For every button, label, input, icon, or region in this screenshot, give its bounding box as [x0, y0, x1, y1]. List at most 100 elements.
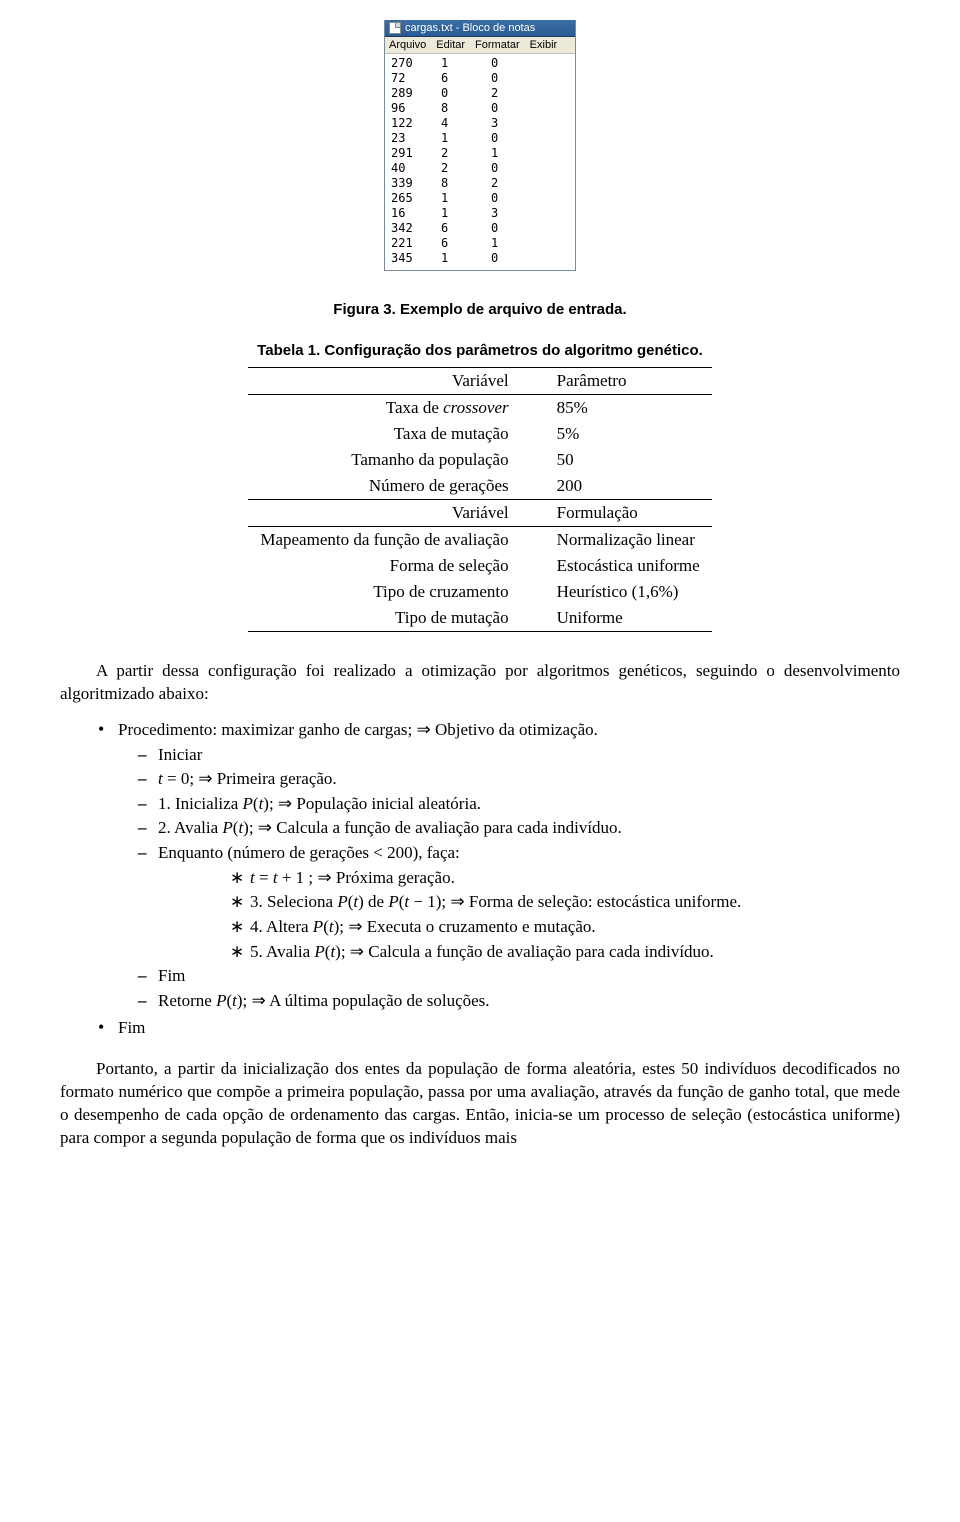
notepad-row: 28902: [391, 86, 569, 101]
notepad-cell: 0: [491, 191, 541, 206]
notepad-cell: 23: [391, 131, 441, 146]
notepad-row: 2310: [391, 131, 569, 146]
menu-item[interactable]: Exibir: [530, 39, 558, 51]
list-item: t = t + 1 ; ⇒ Próxima geração.: [250, 866, 900, 891]
notepad-cell: 221: [391, 236, 441, 251]
notepad-row: 7260: [391, 71, 569, 86]
notepad-row: 22161: [391, 236, 569, 251]
notepad-cell: 339: [391, 176, 441, 191]
notepad-cell: 6: [441, 236, 491, 251]
list-item: 1. Inicializa P(t); ⇒ População inicial …: [158, 792, 900, 817]
notepad-cell: 342: [391, 221, 441, 236]
notepad-title: cargas.txt - Bloco de notas: [405, 22, 535, 34]
table-row: Tamanho da população 50: [248, 447, 711, 473]
table-cell: Heurístico (1,6%): [533, 579, 712, 605]
table-cell: Número de gerações: [248, 473, 532, 500]
list-item: 2. Avalia P(t); ⇒ Calcula a função de av…: [158, 816, 900, 841]
notepad-cell: 265: [391, 191, 441, 206]
notepad-cell: 0: [441, 86, 491, 101]
notepad-cell: 16: [391, 206, 441, 221]
parameter-table: Variável Parâmetro Taxa de crossover 85%…: [248, 367, 711, 632]
notepad-cell: 2: [441, 161, 491, 176]
table-row: Taxa de crossover 85%: [248, 395, 711, 422]
table-cell: 85%: [533, 395, 712, 422]
notepad-cell: 1: [441, 56, 491, 71]
notepad-titlebar: cargas.txt - Bloco de notas: [385, 20, 575, 37]
notepad-cell: 96: [391, 101, 441, 116]
table-cell: Tipo de mutação: [248, 605, 532, 632]
menu-item[interactable]: Editar: [436, 39, 465, 51]
list-item: Iniciar: [158, 743, 900, 768]
notepad-cell: 1: [441, 131, 491, 146]
notepad-cell: 40: [391, 161, 441, 176]
notepad-row: 34260: [391, 221, 569, 236]
notepad-cell: 8: [441, 176, 491, 191]
figure-caption: Figura 3. Exemplo de arquivo de entrada.: [60, 301, 900, 318]
table-cell: 200: [533, 473, 712, 500]
notepad-cell: 270: [391, 56, 441, 71]
notepad-row: 29121: [391, 146, 569, 161]
table-header-row: Variável Parâmetro: [248, 368, 711, 395]
list-item: Enquanto (número de gerações < 200), faç…: [158, 841, 900, 866]
table-header-row: Variável Formulação: [248, 500, 711, 527]
menu-item[interactable]: Arquivo: [389, 39, 426, 51]
list-item: Fim: [118, 1014, 900, 1041]
notepad-cell: 1: [441, 191, 491, 206]
notepad-cell: 3: [491, 206, 541, 221]
list-item: t = 0; ⇒ Primeira geração.: [158, 767, 900, 792]
list-item: Retorne P(t); ⇒ A última população de so…: [158, 989, 900, 1014]
table-header-cell: Formulação: [533, 500, 712, 527]
notepad-cell: 6: [441, 71, 491, 86]
table-row: Tipo de cruzamento Heurístico (1,6%): [248, 579, 711, 605]
menu-item[interactable]: Formatar: [475, 39, 520, 51]
table-cell: Taxa de crossover: [248, 395, 532, 422]
notepad-row: 9680: [391, 101, 569, 116]
table-cell: Tipo de cruzamento: [248, 579, 532, 605]
notepad-row: 33982: [391, 176, 569, 191]
notepad-cell: 1: [441, 206, 491, 221]
notepad-cell: 2: [441, 146, 491, 161]
table-header-cell: Parâmetro: [533, 368, 712, 395]
notepad-cell: 1: [491, 146, 541, 161]
notepad-cell: 8: [441, 101, 491, 116]
notepad-row: 1613: [391, 206, 569, 221]
notepad-cell: 1: [441, 251, 491, 266]
table-cell: Estocástica uniforme: [533, 553, 712, 579]
notepad-cell: 0: [491, 251, 541, 266]
notepad-cell: 1: [491, 236, 541, 251]
table-cell: Forma de seleção: [248, 553, 532, 579]
notepad-row: 27010: [391, 56, 569, 71]
table-cell: Taxa de mutação: [248, 421, 532, 447]
notepad-cell: 291: [391, 146, 441, 161]
notepad-row: 4020: [391, 161, 569, 176]
notepad-row: 12243: [391, 116, 569, 131]
list-item: Procedimento: maximizar ganho de cargas;…: [118, 716, 900, 743]
list-item: 3. Seleciona P(t) de P(t − 1); ⇒ Forma d…: [250, 890, 900, 915]
table-caption: Tabela 1. Configuração dos parâmetros do…: [60, 342, 900, 359]
paragraph: Portanto, a partir da inicialização dos …: [60, 1058, 900, 1150]
notepad-row: 34510: [391, 251, 569, 266]
notepad-cell: 6: [441, 221, 491, 236]
document-icon: [389, 22, 401, 34]
notepad-body: 2701072602890296801224323102912140203398…: [385, 54, 575, 270]
table-row: Taxa de mutação 5%: [248, 421, 711, 447]
notepad-menubar: Arquivo Editar Formatar Exibir: [385, 37, 575, 54]
notepad-window: cargas.txt - Bloco de notas Arquivo Edit…: [384, 20, 576, 271]
notepad-cell: 289: [391, 86, 441, 101]
table-header-cell: Variável: [248, 500, 532, 527]
notepad-cell: 2: [491, 176, 541, 191]
notepad-cell: 2: [491, 86, 541, 101]
list-item: 4. Altera P(t); ⇒ Executa o cruzamento e…: [250, 915, 900, 940]
notepad-cell: 3: [491, 116, 541, 131]
notepad-cell: 122: [391, 116, 441, 131]
notepad-cell: 0: [491, 221, 541, 236]
table-row: Mapeamento da função de avaliação Normal…: [248, 527, 711, 554]
table-cell: Uniforme: [533, 605, 712, 632]
notepad-row: 26510: [391, 191, 569, 206]
notepad-cell: 345: [391, 251, 441, 266]
table-row: Forma de seleção Estocástica uniforme: [248, 553, 711, 579]
notepad-container: cargas.txt - Bloco de notas Arquivo Edit…: [60, 20, 900, 271]
table-row: Número de gerações 200: [248, 473, 711, 500]
notepad-cell: 0: [491, 131, 541, 146]
notepad-cell: 72: [391, 71, 441, 86]
